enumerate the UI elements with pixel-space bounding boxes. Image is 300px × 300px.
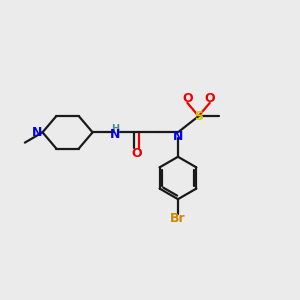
Text: O: O [205,92,215,105]
Text: N: N [173,130,183,143]
Text: Br: Br [170,212,186,225]
Text: H: H [111,124,119,134]
Text: N: N [110,128,120,141]
Text: O: O [182,92,193,105]
Text: O: O [131,147,142,160]
Text: N: N [32,126,42,139]
Text: S: S [194,110,203,123]
